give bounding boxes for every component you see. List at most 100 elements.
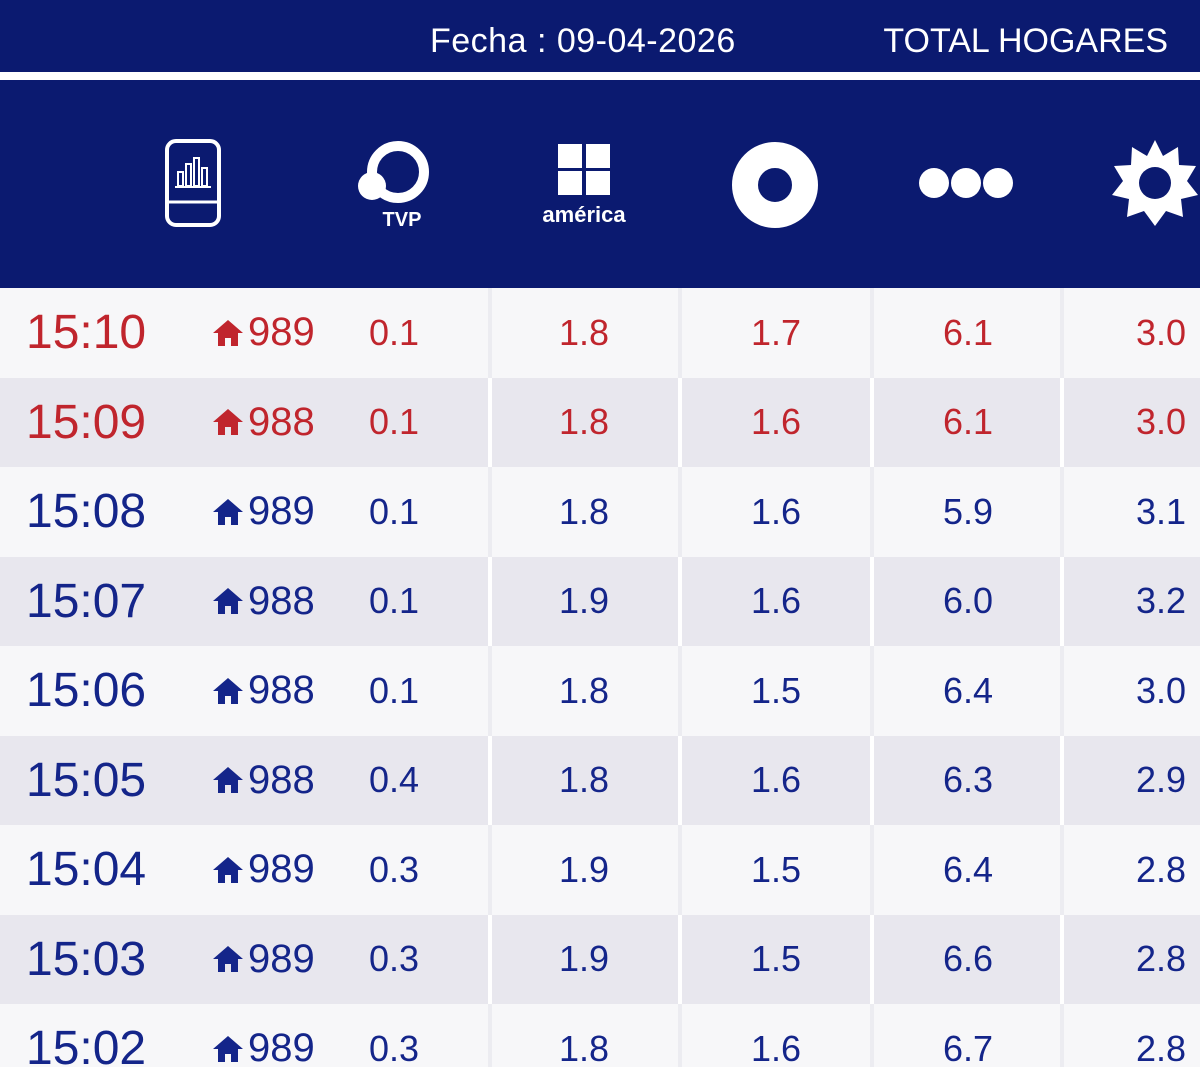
sun-channel-rating-cell: 3.2 (1064, 557, 1200, 647)
top-bar: Fecha : 09-04-2026 TOTAL HOGARES (0, 0, 1200, 72)
table-row[interactable]: 15:10 989 0.1 1.8 1.7 6.1 3.0 (0, 288, 1200, 378)
column-separator (488, 377, 492, 467)
table-row[interactable]: 15:09 988 0.1 1.8 1.6 6.1 3.0 (0, 377, 1200, 468)
column-separator (1060, 556, 1064, 646)
ring-logo-icon[interactable] (730, 140, 820, 230)
channel-header: TVP américa (0, 80, 1200, 288)
sun-channel-rating-cell-value: 2.9 (1135, 759, 1186, 801)
america-rating-cell: 1.8 (488, 288, 680, 378)
house-icon (213, 946, 243, 973)
homes-cell: 988 (212, 557, 315, 647)
column-separator (488, 825, 492, 915)
dots-channel-rating-cell-value: 6.4 (942, 669, 994, 711)
homes-value: 989 (248, 847, 315, 892)
america-rating-cell-value: 1.8 (558, 759, 610, 801)
table-row[interactable]: 15:06 988 0.1 1.8 1.5 6.4 3.0 (0, 646, 1200, 736)
column-separator (870, 467, 874, 557)
tvp-logo-icon[interactable]: TVP (356, 138, 436, 232)
table-row[interactable]: 15:04 989 0.3 1.9 1.5 6.4 2.8 (0, 825, 1200, 915)
time-cell: 15:04 (26, 825, 146, 915)
dots-channel-rating-cell: 6.1 (872, 288, 1064, 378)
homes-value: 989 (248, 1026, 315, 1067)
sun-channel-rating-cell-value: 3.1 (1135, 490, 1186, 532)
ring-channel-rating-cell: 1.6 (680, 1004, 872, 1067)
time-cell-value: 15:06 (26, 664, 147, 718)
america-rating-cell-value: 1.9 (558, 938, 610, 980)
column-separator (488, 735, 492, 825)
tvp-rating-cell: 0.3 (366, 915, 422, 1005)
homes-value: 989 (248, 936, 315, 981)
column-separator (678, 735, 682, 825)
america-rating-cell: 1.9 (488, 557, 680, 647)
time-cell: 15:05 (26, 736, 146, 826)
tvp-rating-cell: 0.1 (366, 467, 422, 557)
table-row[interactable]: 15:02 989 0.3 1.8 1.6 6.7 2.8 (0, 1004, 1200, 1067)
tvp-logo-text: TVP (383, 209, 422, 231)
ring-channel-rating-cell: 1.5 (680, 646, 872, 736)
ring-channel-rating-cell: 1.6 (680, 736, 872, 826)
time-cell: 15:10 (26, 288, 146, 378)
sun-channel-rating-cell: 3.1 (1064, 467, 1200, 557)
tvp-rating-cell-value: 0.4 (368, 759, 420, 801)
time-cell: 15:06 (26, 646, 146, 736)
phone-chart-icon[interactable] (164, 138, 222, 228)
column-separator (870, 1004, 874, 1067)
time-cell-value: 15:05 (26, 753, 147, 807)
homes-cell: 989 (212, 915, 315, 1005)
ring-channel-rating-cell-value: 1.5 (750, 938, 802, 980)
dots-channel-rating-cell: 6.3 (872, 736, 1064, 826)
time-cell: 15:09 (26, 378, 146, 468)
tvp-rating-cell: 0.1 (366, 288, 422, 378)
column-separator (870, 735, 874, 825)
time-cell-value: 15:10 (26, 306, 147, 360)
time-cell-value: 15:07 (26, 574, 147, 628)
ring-channel-rating-cell-value: 1.5 (750, 848, 802, 890)
table-row[interactable]: 15:08 989 0.1 1.8 1.6 5.9 3.1 (0, 467, 1200, 557)
homes-cell: 988 (212, 646, 315, 736)
homes-cell: 988 (212, 378, 315, 468)
column-separator (1060, 1004, 1064, 1067)
column-separator (870, 377, 874, 467)
column-separator (488, 467, 492, 557)
ring-channel-rating-cell: 1.5 (680, 825, 872, 915)
ring-channel-rating-cell: 1.7 (680, 288, 872, 378)
ring-channel-rating-cell-value: 1.6 (750, 1027, 802, 1067)
dots-channel-rating-cell: 5.9 (872, 467, 1064, 557)
house-icon (213, 1035, 243, 1062)
table-row[interactable]: 15:03 989 0.3 1.9 1.5 6.6 2.8 (0, 914, 1200, 1005)
house-icon (213, 677, 243, 704)
dots-channel-rating-cell-value: 6.6 (942, 938, 994, 980)
sun-channel-rating-cell-value: 2.8 (1135, 848, 1186, 890)
ring-channel-rating-cell-value: 1.5 (750, 669, 802, 711)
dots-channel-rating-cell: 6.6 (872, 915, 1064, 1005)
time-cell: 15:08 (26, 467, 146, 557)
tvp-rating-cell-value: 0.1 (368, 401, 420, 443)
sun-channel-rating-cell: 2.8 (1064, 915, 1200, 1005)
ring-channel-rating-cell: 1.5 (680, 915, 872, 1005)
homes-value: 988 (248, 578, 315, 623)
table-row[interactable]: 15:07 988 0.1 1.9 1.6 6.0 3.2 (0, 556, 1200, 647)
ring-channel-rating-cell: 1.6 (680, 557, 872, 647)
column-separator (488, 288, 492, 378)
column-separator (678, 556, 682, 646)
sun-channel-rating-cell-value: 3.0 (1135, 401, 1186, 443)
america-rating-cell-value: 1.9 (558, 580, 610, 622)
table-row[interactable]: 15:05 988 0.4 1.8 1.6 6.3 2.9 (0, 735, 1200, 826)
sun-channel-rating-cell-value: 2.8 (1135, 938, 1186, 980)
dots-channel-rating-cell-value: 6.1 (942, 311, 994, 353)
time-cell-value: 15:09 (26, 395, 147, 449)
three-dots-logo-icon[interactable] (918, 166, 1014, 200)
audience-label[interactable]: TOTAL HOGARES (883, 22, 1168, 60)
homes-value: 988 (248, 668, 315, 713)
america-rating-cell-value: 1.8 (558, 311, 610, 353)
homes-cell: 989 (212, 1004, 315, 1067)
homes-cell: 989 (212, 467, 315, 557)
sun-logo-icon[interactable] (1110, 138, 1200, 228)
ring-channel-rating-cell-value: 1.7 (750, 311, 802, 353)
dots-channel-rating-cell: 6.4 (872, 825, 1064, 915)
column-separator (1060, 288, 1064, 378)
america-logo-icon[interactable]: américa (536, 140, 636, 232)
time-cell-value: 15:03 (26, 932, 147, 986)
house-icon (213, 409, 243, 436)
dots-channel-rating-cell-value: 6.1 (942, 401, 994, 443)
